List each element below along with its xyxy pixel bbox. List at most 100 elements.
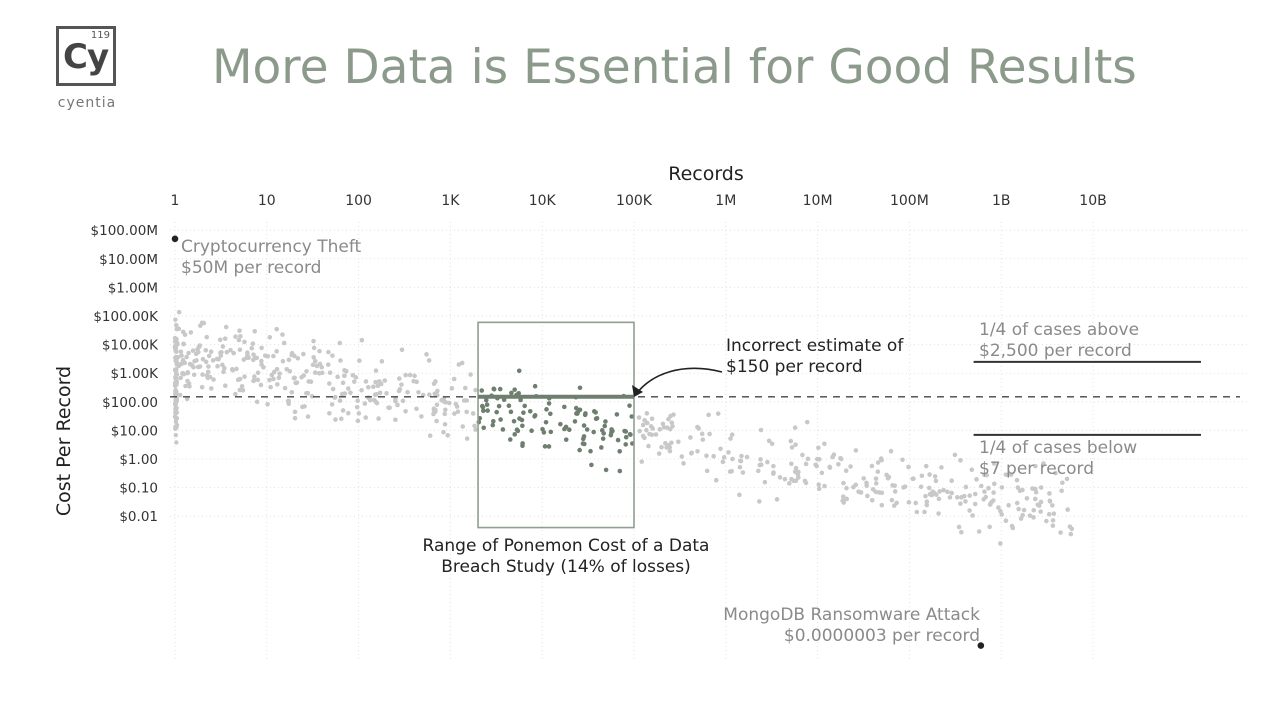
data-point [277,371,282,376]
data-point [376,416,381,421]
logo-name: cyentia [57,95,117,111]
data-point [174,361,179,366]
data-point [649,432,655,438]
data-point [726,450,731,455]
annotation-mongo: $0.0000003 per record [784,626,980,646]
data-point [1050,503,1055,508]
data-point [1036,503,1042,508]
data-point [284,367,290,372]
data-point [434,418,439,424]
data-point [1058,530,1063,535]
data-point [237,387,243,393]
data-point [562,404,567,410]
logo-number: 119 [90,30,110,41]
data-point [362,401,368,406]
data-point [1031,507,1037,513]
data-point [335,374,340,380]
data-point [738,458,744,464]
data-point [1018,516,1024,521]
data-point [600,436,606,441]
data-point [379,359,385,364]
data-point [548,411,553,417]
data-point [327,370,333,376]
data-point [351,379,357,384]
data-point [512,432,518,437]
x-tick-label: 100K [616,193,653,209]
data-point [558,421,563,427]
data-point [906,464,911,470]
data-point [174,349,179,354]
background-points [172,309,1075,546]
data-point [330,353,335,358]
data-point [274,326,280,332]
data-point [924,502,930,508]
data-point [945,489,950,495]
data-point [332,395,338,400]
data-point [704,468,710,474]
data-point [927,472,932,477]
data-point [233,391,238,397]
data-point [371,397,377,403]
data-point [280,332,285,337]
data-point [483,397,489,403]
data-point [177,392,183,398]
data-point [198,323,203,329]
data-point [627,432,633,437]
data-point [1014,500,1020,506]
data-point [649,416,655,422]
data-point [338,358,343,363]
data-point [615,437,621,443]
data-point [348,390,353,396]
data-point [447,400,452,406]
data-point [653,432,659,437]
data-point [758,462,764,468]
data-point [174,326,180,332]
data-point [189,363,195,368]
data-point [443,407,448,413]
data-point [974,477,979,482]
data-point [419,414,424,419]
data-point [206,353,212,359]
data-point [292,409,298,415]
data-point [879,457,884,463]
data-point [490,422,496,428]
data-point [255,370,261,376]
data-point [865,493,870,499]
data-point [913,500,919,506]
data-point [858,490,864,495]
data-point [961,493,967,499]
cyentia-logo: 119 Cy [56,26,116,86]
data-point [221,369,226,375]
x-tick-label: 10K [529,193,557,209]
chart-overlay [170,235,1240,649]
data-point [312,370,318,375]
data-point [407,372,413,378]
data-point [209,386,214,391]
data-point [329,402,335,407]
data-point [205,369,211,375]
data-point [958,501,963,506]
data-point [337,340,343,346]
data-point [179,353,184,358]
data-point [514,427,520,433]
data-point [214,356,220,362]
data-point [659,444,664,450]
data-point [771,471,776,476]
data-point [454,404,460,409]
data-point [1032,496,1038,502]
data-point [718,446,723,452]
data-point [819,470,825,476]
data-point [345,410,351,416]
data-point [224,349,230,355]
data-point [268,384,273,390]
data-point [172,339,178,344]
data-point [292,415,298,421]
data-point [1006,503,1011,508]
data-point [814,463,819,469]
data-point [442,421,448,427]
data-point [648,424,654,429]
data-point [271,353,276,359]
data-point [518,397,523,403]
data-point [304,368,309,374]
data-point [757,499,762,504]
